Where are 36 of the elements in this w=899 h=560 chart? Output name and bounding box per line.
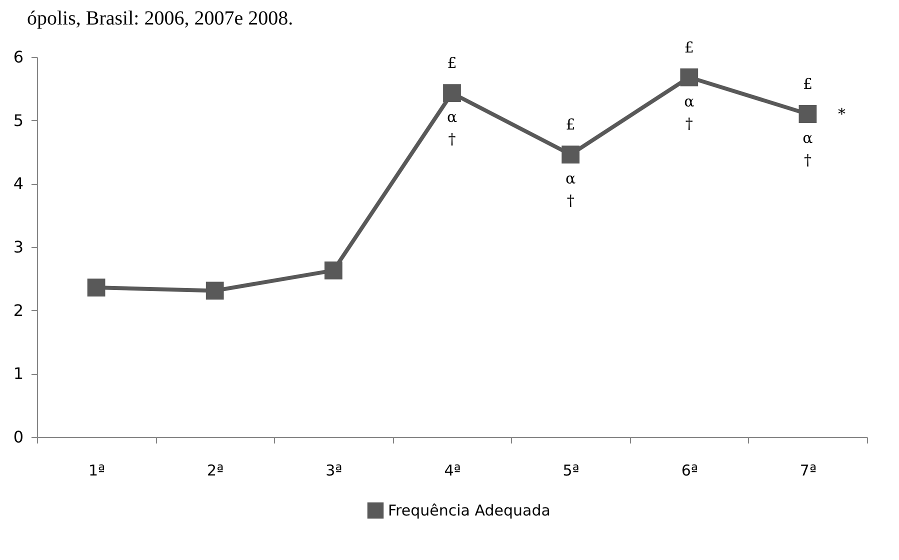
annotation: £ xyxy=(566,116,576,134)
y-tick-label: 6 xyxy=(13,48,24,66)
x-tick-label: 1ª xyxy=(88,462,106,480)
annotation: * xyxy=(838,105,846,123)
x-tick-label: 4ª xyxy=(444,462,461,480)
annotation: £ xyxy=(802,75,812,93)
point xyxy=(87,278,106,296)
point xyxy=(562,146,580,164)
annotation: α xyxy=(566,170,576,188)
point xyxy=(206,282,224,300)
x-tick-label: 2ª xyxy=(207,462,224,480)
x-tick-label: 3ª xyxy=(326,462,342,480)
y-tick-label: 0 xyxy=(13,428,24,446)
annotation: † xyxy=(566,192,575,210)
annotation: α xyxy=(446,108,458,126)
point xyxy=(443,84,461,102)
annotation: † xyxy=(448,130,456,148)
annotation: £ xyxy=(684,38,694,56)
annotation: † xyxy=(804,151,812,169)
annotation: α xyxy=(684,92,694,110)
annotation: α xyxy=(802,129,813,147)
x-tick-label: 5ª xyxy=(562,462,580,480)
annotation: £ xyxy=(447,54,457,72)
annotation: † xyxy=(685,114,694,132)
y-tick-label: 3 xyxy=(13,238,24,256)
x-tick-label: 6ª xyxy=(681,462,698,480)
chart-title: ópolis, Brasil: 2006, 2007e 2008. xyxy=(27,7,294,30)
legend-label: Frequência Adequada xyxy=(388,502,550,520)
y-tick-label: 2 xyxy=(13,300,24,320)
point xyxy=(680,68,698,86)
y-tick-label: 5 xyxy=(13,110,24,130)
point xyxy=(798,105,817,123)
point xyxy=(324,261,342,280)
y-tick-label: 1 xyxy=(13,364,24,384)
x-tick-label: 7ª xyxy=(800,462,817,480)
y-tick-label: 4 xyxy=(13,174,24,194)
